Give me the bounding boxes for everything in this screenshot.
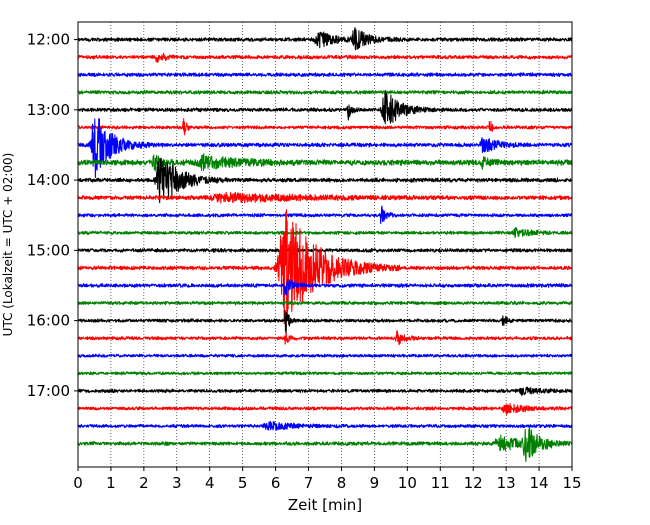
x-tick-label: 1 [106,474,116,492]
grid-lines [110,22,540,467]
x-tick-label: 0 [73,474,83,492]
trace-line-1245 [77,89,573,95]
y-axis-ticks: 12:00 13:00 14:00 15:00 16:00 17:00 [27,31,78,400]
x-tick-label: 2 [139,474,149,492]
x-tick-label: 12 [464,474,483,492]
trace-line-1600 [77,309,573,338]
trace-line-1230 [77,72,573,78]
trace-line-1530 [77,279,573,296]
seismic-traces [77,27,573,463]
y-tick-label: 16:00 [27,312,70,330]
y-axis-label: UTC (Lokalzeit = UTC + 02:00) [1,153,15,337]
trace-line-1545 [77,300,573,306]
x-tick-label: 15 [562,474,581,492]
trace-line-1645 [77,371,573,376]
y-tick-label: 13:00 [27,101,70,119]
x-tick-label: 6 [271,474,281,492]
y-tick-label: 15:00 [27,241,70,259]
x-tick-label: 3 [172,474,182,492]
x-tick-label: 7 [304,474,314,492]
trace-line-1330 [77,118,573,179]
x-tick-label: 13 [497,474,516,492]
trace-line-1300 [77,90,573,125]
trace-line-1445 [77,227,573,239]
x-tick-label: 5 [238,474,248,492]
x-tick-label: 10 [398,474,417,492]
trace-line-1415 [77,191,573,204]
trace-line-1715 [77,403,573,416]
trace-line-1315 [77,118,573,136]
trace-line-1615 [77,330,573,346]
y-tick-label: 12:00 [27,31,70,49]
trace-line-1745 [77,427,573,463]
y-tick-label: 14:00 [27,171,70,189]
x-tick-label: 9 [370,474,380,492]
x-tick-label: 14 [530,474,549,492]
trace-line-1515 [77,209,573,325]
plot-frame [77,21,573,468]
trace-line-1630 [77,353,573,358]
y-tick-label: 17:00 [27,382,70,400]
trace-line-1730 [77,420,573,431]
x-axis-label: Zeit [min] [288,496,362,514]
trace-line-1500 [77,247,573,253]
trace-line-1400 [77,157,573,204]
trace-line-1700 [77,386,573,396]
x-tick-label: 4 [205,474,215,492]
x-tick-label: 8 [337,474,347,492]
trace-line-1200 [77,27,573,51]
trace-line-1430 [77,205,573,225]
x-tick-label: 11 [431,474,450,492]
trace-line-1215 [77,52,573,63]
x-axis-ticks: 0 1 2 3 4 5 6 7 8 9 10 11 12 13 14 15 [73,467,582,492]
